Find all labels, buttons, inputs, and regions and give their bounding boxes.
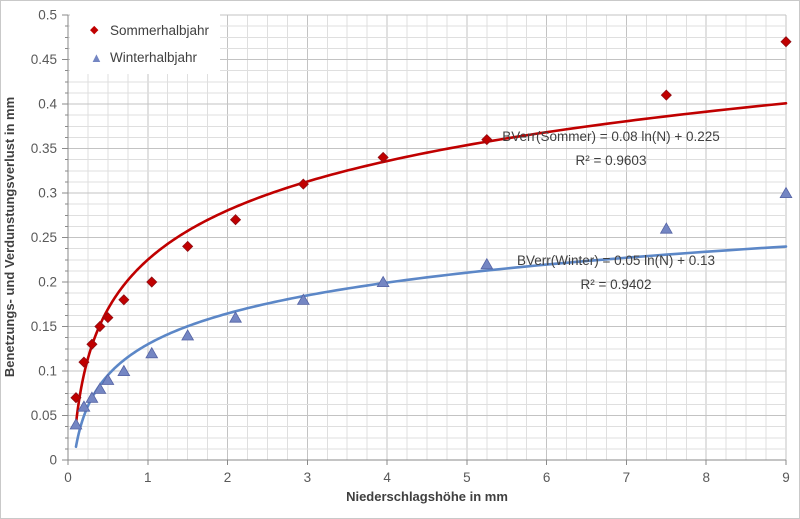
tick-labels: 0 1 2 3 4 5 6 7 8 9 0 0.05 0.1 0.15 0.2 0.25 0.3 0.35 0.4 0… <box>31 8 790 486</box>
data-point-winterhalbjahr <box>145 346 159 359</box>
legend-item-winterhalbjahr: ▲ Winterhalbjahr <box>90 50 210 65</box>
sommer-equation: BVerr(Sommer) = 0.08 ln(N) + 0.225 <box>502 129 720 144</box>
y-axis-title: Benetzungs- und Verdunstungsverlust in m… <box>2 96 17 378</box>
data-point-winterhalbjahr <box>480 257 494 270</box>
data-point-winterhalbjahr <box>117 364 131 376</box>
gridlines <box>68 14 787 460</box>
winter-r-squared: R² = 0.9402 <box>580 277 652 292</box>
y-tick-label: 0.25 <box>31 230 57 245</box>
data-point-sommerhalbjahr <box>94 320 106 333</box>
x-axis-title: Niederschlagshöhe in mm <box>346 489 508 504</box>
data-point-sommerhalbjahr <box>146 276 158 288</box>
legend: ◆ Sommerhalbjahr ▲ Winterhalbjahr <box>70 14 220 74</box>
legend-label-winterhalbjahr: Winterhalbjahr <box>110 50 198 65</box>
y-tick-label: 0.45 <box>31 52 57 67</box>
data-point-sommerhalbjahr <box>481 134 493 146</box>
y-tick-label: 0.2 <box>38 275 57 290</box>
data-point-sommerhalbjahr <box>182 240 194 252</box>
data-point-winterhalbjahr <box>659 222 673 234</box>
data-point-winterhalbjahr <box>296 293 310 305</box>
data-point-sommerhalbjahr <box>377 151 389 163</box>
x-tick-label: 6 <box>543 470 551 485</box>
data-point-winterhalbjahr <box>229 311 243 323</box>
data-point-winterhalbjahr <box>93 382 107 394</box>
data-point-sommerhalbjahr <box>78 356 90 368</box>
y-tick-label: 0.5 <box>38 8 57 23</box>
sommer-trendline-annotation: BVerr(Sommer) = 0.08 ln(N) + 0.225 R² = … <box>451 125 771 173</box>
diamond-marker-icon: ◆ <box>90 24 99 36</box>
x-tick-label: 1 <box>144 470 152 485</box>
data-point-winterhalbjahr <box>69 418 83 430</box>
x-tick-label: 4 <box>383 470 391 485</box>
data-point-sommerhalbjahr <box>297 178 309 190</box>
data-point-sommerhalbjahr <box>102 312 114 324</box>
x-tick-label: 0 <box>64 470 72 485</box>
data-point-winterhalbjahr <box>77 400 91 412</box>
data-point-sommerhalbjahr <box>118 294 130 306</box>
y-tick-label: 0.05 <box>31 408 57 423</box>
data-point-sommerhalbjahr <box>660 89 672 101</box>
y-tick-label: 0.3 <box>38 186 57 201</box>
winter-equation: BVerr(Winter) = 0.05 ln(N) + 0.13 <box>516 253 716 268</box>
data-point-winterhalbjahr <box>181 329 195 341</box>
x-tick-label: 8 <box>702 470 710 485</box>
data-point-sommerhalbjahr <box>780 36 792 48</box>
x-tick-label: 9 <box>782 470 790 485</box>
triangle-marker-icon: ▲ <box>90 50 103 65</box>
y-tick-label: 0.1 <box>38 364 57 379</box>
winter-trendline-annotation: BVerr(Winter) = 0.05 ln(N) + 0.13 R² = 0… <box>461 249 771 297</box>
data-point-sommerhalbjahr <box>229 214 242 226</box>
y-tick-label: 0.4 <box>38 97 57 112</box>
sommer-r-squared: R² = 0.9603 <box>575 153 647 168</box>
axes <box>62 14 787 465</box>
x-tick-label: 2 <box>224 470 232 485</box>
data-point-sommerhalbjahr <box>86 338 98 350</box>
legend-item-sommerhalbjahr: ◆ Sommerhalbjahr <box>90 23 210 38</box>
y-tick-label: 0.35 <box>31 141 57 156</box>
x-tick-label: 7 <box>623 470 631 485</box>
sommerhalbjahr-trendline <box>74 102 788 425</box>
x-tick-label: 5 <box>463 470 471 485</box>
data-point-winterhalbjahr <box>779 186 793 198</box>
y-tick-label: 0.15 <box>31 319 57 334</box>
y-tick-label: 0 <box>49 453 57 468</box>
legend-label-sommerhalbjahr: Sommerhalbjahr <box>110 23 210 38</box>
x-tick-label: 3 <box>304 470 312 485</box>
winterhalbjahr-trendline <box>74 245 788 449</box>
data-point-winterhalbjahr <box>376 275 390 287</box>
series <box>69 36 793 449</box>
data-point-winterhalbjahr <box>85 391 99 403</box>
data-point-winterhalbjahr <box>101 373 115 385</box>
data-point-sommerhalbjahr <box>70 392 82 404</box>
